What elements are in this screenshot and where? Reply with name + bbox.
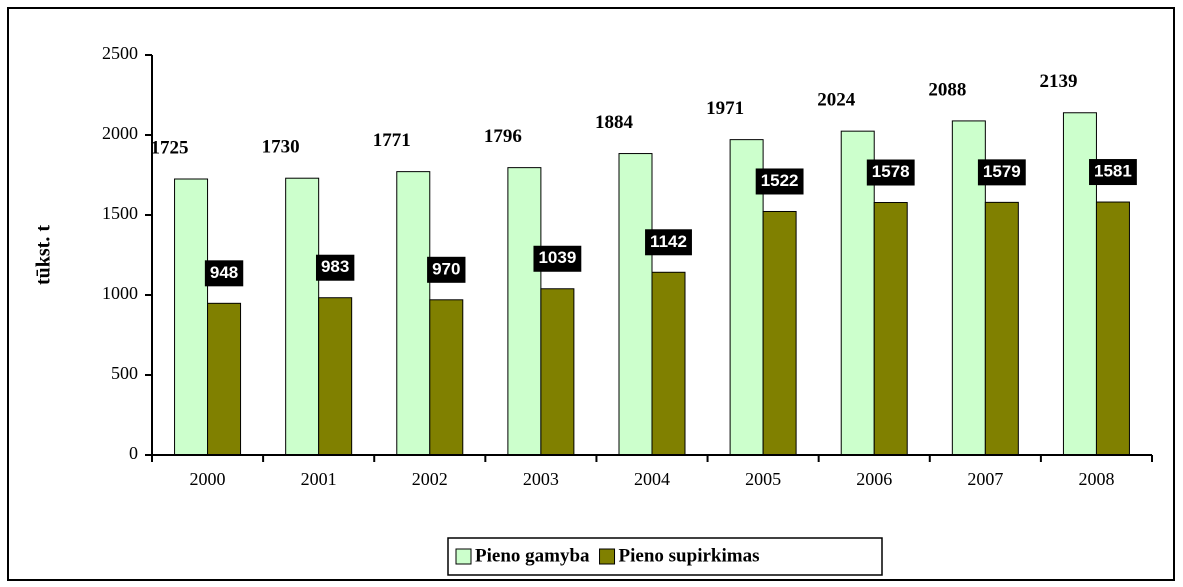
value-label: 1578 [872,162,910,181]
bar [762,210,797,456]
value-label-bg [427,256,466,283]
value-label: 983 [321,257,349,276]
y-axis-label: tūkst. t [33,225,55,285]
bar [207,302,242,456]
value-label: 2024 [817,90,856,111]
y-tick-label: 1500 [102,203,138,223]
legend-swatch [599,548,616,565]
x-tick-label: 2000 [190,469,226,489]
value-label: 948 [210,263,238,282]
x-tick-label: 2004 [634,469,670,489]
bar [174,178,209,456]
value-label-bg [204,260,244,287]
value-label: 1730 [262,137,300,158]
value-label: 1581 [1094,162,1132,181]
x-tick-label: 2002 [412,469,448,489]
bar [540,288,575,456]
bar [651,271,686,456]
value-label: 1796 [484,126,522,147]
value-label-bg [755,168,804,195]
value-label-bg [315,254,355,281]
value-label: 1142 [650,232,687,251]
value-label: 1884 [595,112,634,133]
bar [1095,201,1130,456]
value-label-bg [977,159,1026,186]
value-label: 1039 [538,248,576,267]
value-label-bg [533,245,582,272]
legend-swatch [455,548,472,565]
value-label: 1579 [983,162,1021,181]
x-tick-label: 2003 [523,469,559,489]
x-tick-label: 2005 [745,469,781,489]
y-tick-label: 1000 [102,283,138,303]
bar [396,171,431,456]
bar [429,299,464,456]
legend-label: Pieno supirkimas [619,545,760,566]
value-label: 1971 [706,98,744,119]
bar [318,297,353,456]
x-tick-label: 2007 [967,469,1003,489]
bar [618,153,653,456]
value-label-bg [1089,159,1137,186]
bar [285,177,320,456]
bar [873,202,908,456]
x-tick-label: 2006 [856,469,892,489]
x-tick-label: 2001 [301,469,337,489]
bar [507,167,542,456]
value-label-bg [866,159,915,186]
value-label: 1771 [373,130,411,151]
value-label: 1522 [761,171,799,190]
value-label: 2139 [1039,71,1077,92]
legend-label: Pieno gamyba [475,545,590,566]
value-label-bg [645,229,692,256]
y-tick-label: 2500 [102,43,138,63]
x-tick-label: 2008 [1078,469,1114,489]
y-tick-label: 2000 [102,123,138,143]
value-label: 2088 [928,79,966,100]
value-label: 1725 [151,137,189,158]
bar [984,201,1019,456]
value-label: 970 [432,259,460,278]
y-tick-label: 500 [111,363,138,383]
legend [447,537,883,576]
y-tick-label: 0 [129,443,138,463]
